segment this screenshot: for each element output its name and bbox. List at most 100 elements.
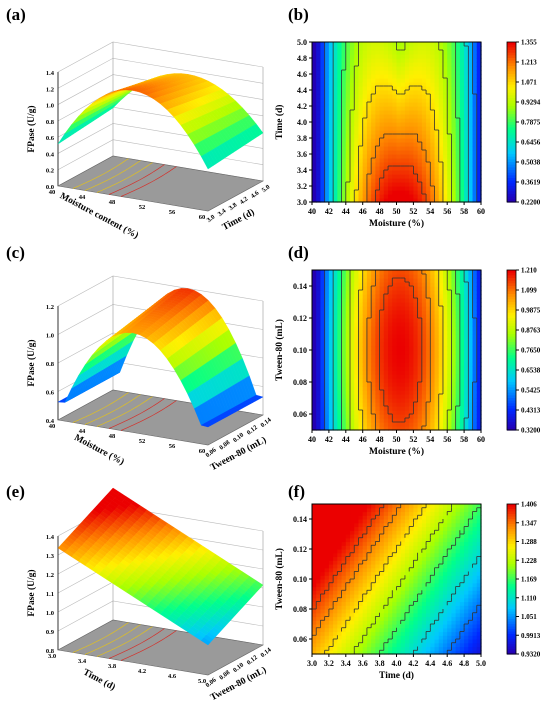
contour-cell bbox=[333, 194, 338, 199]
contour-cell bbox=[350, 142, 355, 147]
contour-cell bbox=[362, 66, 368, 71]
contour-cell bbox=[379, 422, 385, 427]
contour-cell bbox=[417, 418, 423, 423]
contour-cell bbox=[421, 270, 427, 275]
contour-line bbox=[451, 398, 452, 402]
contour-cell bbox=[409, 342, 414, 347]
contour-cell bbox=[366, 278, 372, 283]
contour-line bbox=[476, 146, 478, 150]
contour-cell bbox=[333, 635, 338, 640]
contour-cell bbox=[417, 174, 423, 179]
contour-cell bbox=[417, 354, 423, 359]
contour-line bbox=[472, 382, 473, 386]
contour-cell bbox=[464, 58, 469, 63]
contour-cell bbox=[476, 354, 482, 359]
contour-cell bbox=[375, 146, 381, 151]
contour-line bbox=[345, 66, 347, 70]
contour-line bbox=[383, 294, 385, 298]
contour-cell bbox=[345, 537, 351, 543]
contour-cell bbox=[421, 330, 427, 335]
contour-line bbox=[438, 414, 440, 418]
contour-cell bbox=[345, 597, 351, 603]
contour-cell bbox=[430, 318, 436, 323]
contour-cell bbox=[350, 78, 355, 83]
contour-cell bbox=[400, 78, 406, 83]
contour-cell bbox=[476, 386, 482, 391]
contour-cell bbox=[362, 106, 368, 111]
contour-cell bbox=[312, 631, 317, 636]
contour-cell bbox=[442, 110, 448, 115]
contour-cell bbox=[341, 515, 347, 520]
contour-cell bbox=[476, 346, 482, 351]
contour-line bbox=[383, 405, 389, 407]
contour-cell bbox=[383, 150, 389, 155]
contour-cell bbox=[417, 66, 423, 71]
contour-line bbox=[476, 370, 478, 374]
contour-cell bbox=[383, 354, 389, 359]
contour-cell bbox=[328, 98, 334, 103]
contour-cell bbox=[388, 42, 393, 47]
contour-cell bbox=[337, 130, 343, 135]
contour-line bbox=[467, 142, 469, 146]
contour-cell bbox=[468, 286, 474, 291]
contour-cell bbox=[404, 358, 410, 363]
contour-line bbox=[374, 274, 376, 278]
contour-cell bbox=[320, 426, 326, 431]
contour-cell bbox=[409, 54, 414, 59]
contour-cell bbox=[333, 342, 338, 347]
colorbar-segment bbox=[507, 339, 516, 343]
y-tick-label: 4.6 bbox=[297, 70, 307, 79]
contour-cell bbox=[354, 290, 360, 295]
contour-cell bbox=[459, 142, 465, 147]
contour-cell bbox=[468, 338, 474, 343]
contour-cell bbox=[421, 86, 427, 91]
contour-cell bbox=[476, 106, 482, 111]
contour-cell bbox=[316, 414, 322, 419]
contour-line bbox=[383, 169, 389, 171]
colorbar-segment bbox=[507, 95, 516, 99]
contour-cell bbox=[438, 382, 444, 387]
contour-line bbox=[400, 277, 405, 279]
contour-cell bbox=[404, 134, 410, 139]
contour-cell bbox=[358, 350, 364, 355]
contour-cell bbox=[324, 90, 330, 95]
contour-line bbox=[341, 362, 342, 366]
contour-cell bbox=[341, 646, 347, 651]
contour-cell bbox=[421, 94, 427, 99]
contour-cell bbox=[404, 410, 410, 415]
contour-cell bbox=[409, 278, 414, 283]
contour-line bbox=[324, 310, 326, 314]
contour-line bbox=[341, 274, 342, 278]
contour-cell bbox=[337, 601, 343, 606]
contour-cell bbox=[362, 102, 368, 107]
contour-cell bbox=[375, 414, 381, 419]
contour-cell bbox=[447, 410, 453, 415]
contour-cell bbox=[464, 182, 469, 187]
contour-cell bbox=[434, 286, 440, 291]
contour-cell bbox=[328, 190, 334, 195]
contour-line bbox=[451, 138, 452, 142]
contour-cell bbox=[426, 366, 431, 371]
contour-cell bbox=[337, 158, 343, 163]
contour-line bbox=[353, 66, 355, 70]
contour-cell bbox=[345, 567, 351, 573]
contour-cell bbox=[468, 102, 474, 107]
contour-cell bbox=[354, 605, 360, 610]
contour-cell bbox=[421, 138, 427, 143]
contour-cell bbox=[345, 186, 351, 191]
contour-line bbox=[451, 334, 452, 338]
contour-line bbox=[341, 110, 342, 114]
contour-cell bbox=[371, 50, 376, 55]
contour-cell bbox=[438, 378, 444, 383]
contour-cell bbox=[333, 410, 338, 415]
contour-cell bbox=[350, 166, 355, 171]
contour-cell bbox=[430, 154, 436, 159]
contour-cell bbox=[430, 286, 436, 291]
contour-cell bbox=[472, 106, 478, 111]
contour-cell bbox=[379, 70, 385, 75]
contour-line bbox=[366, 342, 368, 346]
contour-line bbox=[370, 398, 372, 402]
contour-cell bbox=[350, 594, 355, 599]
contour-cell bbox=[345, 507, 351, 513]
contour-cell bbox=[324, 650, 330, 655]
